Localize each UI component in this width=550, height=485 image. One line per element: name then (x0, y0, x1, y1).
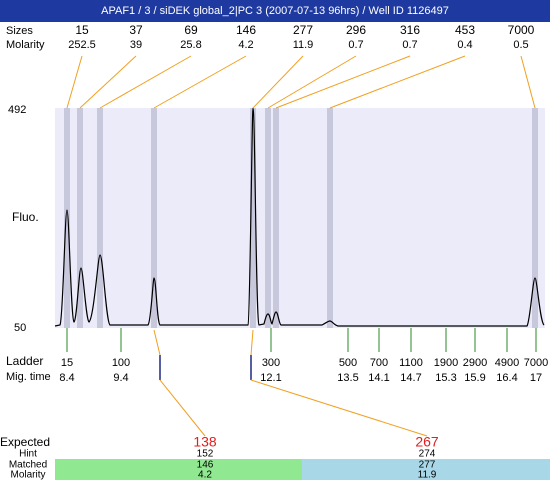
peak-band (327, 108, 333, 328)
ladder-size: 2900 (463, 357, 487, 369)
peak-connector (79, 55, 137, 109)
ladder-size: 7000 (524, 357, 548, 369)
axis-label: Fluo. (12, 210, 39, 224)
title-bar (0, 0, 550, 22)
row-label: Sizes (6, 25, 33, 37)
row-label: Matched (9, 460, 47, 471)
ladder-size: 100 (112, 357, 130, 369)
peak-size: 453 (455, 23, 475, 37)
row-label: Expected (0, 435, 50, 449)
expected-size: 267 (415, 434, 439, 450)
peak-band (97, 108, 103, 328)
peak-molarity: 25.8 (180, 39, 201, 51)
row-label: Hint (19, 449, 37, 460)
peak-molarity: 0.5 (513, 39, 528, 51)
peak-size: 316 (400, 23, 420, 37)
peak-band (77, 108, 83, 328)
ladder-size: 1900 (434, 357, 458, 369)
peak-band (151, 108, 157, 328)
peak-band (64, 108, 70, 328)
peak-size: 277 (293, 23, 313, 37)
peak-connector (329, 55, 466, 109)
row-label: Molarity (10, 470, 45, 480)
ladder-size: 500 (339, 357, 357, 369)
peak-band (273, 108, 279, 328)
expected-connectors (153, 329, 428, 437)
row-label: Molarity (6, 39, 45, 51)
ladder-time: 13.5 (337, 372, 358, 384)
row-label: Mig. time (6, 371, 51, 383)
peak-size: 69 (184, 23, 198, 37)
ladder-time: 15.9 (464, 372, 485, 384)
trace (54, 107, 545, 327)
peak-connector (275, 55, 411, 109)
peak-band (265, 108, 271, 328)
peak-molarity: 0.4 (457, 39, 472, 51)
expected-size: 138 (193, 434, 217, 450)
peak-molarity: 252.5 (68, 39, 96, 51)
matched-bar-2 (302, 459, 550, 480)
matched-bar-1 (55, 459, 302, 480)
peak-molarity: 39 (130, 39, 142, 51)
peak-size: 7000 (508, 23, 535, 37)
matched-molarity: 4.2 (198, 470, 212, 480)
ladder-time: 14.7 (400, 372, 421, 384)
peak-molarity: 0.7 (402, 39, 417, 51)
ladder-size: 1100 (399, 357, 423, 369)
ladder-time: 17 (530, 372, 542, 384)
peak-size: 146 (236, 23, 256, 37)
title: APAF1 / 3 / siDEK global_2|PC 3 (2007-07… (101, 5, 449, 17)
plot-area (55, 108, 545, 328)
ladder-time: 14.1 (368, 372, 389, 384)
peak-connector (520, 55, 536, 109)
row-label: Ladder (6, 354, 43, 368)
peak-molarity: 11.9 (293, 39, 314, 51)
y-bottom-label: 50 (14, 322, 26, 334)
peak-band (250, 108, 256, 328)
peak-connector (153, 55, 247, 109)
ladder-time: 16.4 (496, 372, 517, 384)
ladder-time: 15.3 (435, 372, 456, 384)
matched-size: 146 (197, 460, 214, 471)
peak-connector (99, 55, 192, 109)
hint-size: 274 (419, 449, 436, 460)
ladder-size: 300 (262, 357, 280, 369)
peak-size: 296 (346, 23, 366, 37)
matched-size: 277 (419, 460, 436, 471)
peak-band (532, 108, 538, 328)
ladder-time: 12.1 (260, 372, 281, 384)
ladder-size: 700 (370, 357, 388, 369)
peak-connector (252, 55, 304, 109)
peak-size: 15 (75, 23, 89, 37)
peak-molarity: 0.7 (348, 39, 363, 51)
ladder-size: 4900 (495, 357, 519, 369)
matched-molarity: 11.9 (418, 470, 437, 480)
y-top-label: 492 (8, 104, 26, 116)
peak-connector (267, 55, 357, 109)
peak-molarity: 4.2 (238, 39, 253, 51)
ladder-time: 8.4 (59, 372, 74, 384)
hint-size: 152 (197, 449, 214, 460)
ladder-time: 9.4 (113, 372, 128, 384)
peak-size: 37 (129, 23, 143, 37)
peak-connector (66, 55, 83, 109)
ladder-size: 15 (61, 357, 73, 369)
